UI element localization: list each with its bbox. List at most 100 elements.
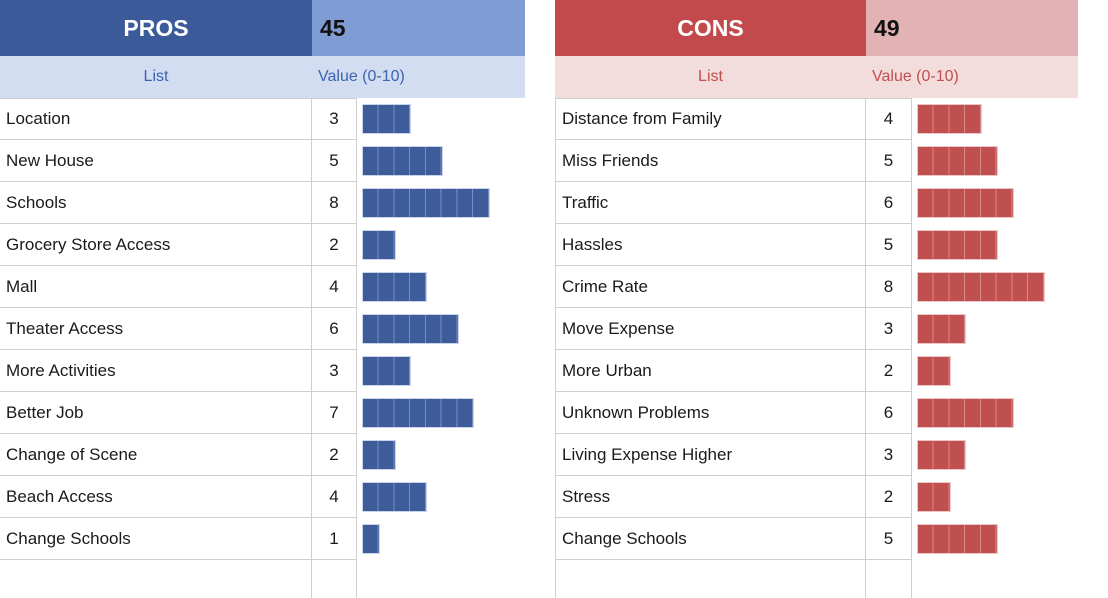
item-label-cell[interactable]: Unknown Problems [555,392,866,434]
item-label-cell[interactable]: Miss Friends [555,140,866,182]
item-label-cell[interactable]: Crime Rate [555,266,866,308]
bar-cell [357,182,525,224]
item-value-cell[interactable] [312,560,357,598]
table-row: Grocery Store Access 2 [0,224,525,266]
bar-cell [357,518,525,560]
item-value-cell[interactable]: 6 [312,308,357,350]
bar-cell [912,350,1078,392]
item-value-cell[interactable]: 2 [312,224,357,266]
value-bar [362,188,490,218]
table-row: Miss Friends 5 [555,140,1078,182]
value-bar [362,314,459,344]
item-label-cell[interactable]: More Urban [555,350,866,392]
item-label-cell[interactable]: Move Expense [555,308,866,350]
item-value-cell[interactable]: 3 [312,98,357,140]
bar-cell [912,224,1078,266]
bar-cell [357,266,525,308]
value-bar [362,104,412,134]
item-label-cell[interactable] [0,560,312,598]
bar-cell [912,434,1078,476]
item-label-cell[interactable]: Grocery Store Access [0,224,312,266]
value-bar [917,146,998,176]
item-label-cell[interactable]: Living Expense Higher [555,434,866,476]
table-row: Beach Access 4 [0,476,525,518]
bar-cell [912,98,1078,140]
value-bar [917,230,998,260]
bar-cell [912,140,1078,182]
item-value-cell[interactable]: 2 [312,434,357,476]
bar-cell [357,308,525,350]
table-row: Location 3 [0,98,525,140]
pros-rows: Location 3 New House 5 Schools 8 Grocery… [0,98,525,598]
item-label-cell[interactable]: New House [0,140,312,182]
value-bar [362,146,443,176]
table-row: Living Expense Higher 3 [555,434,1078,476]
item-value-cell[interactable]: 3 [312,350,357,392]
table-row: Better Job 7 [0,392,525,434]
cons-rows: Distance from Family 4 Miss Friends 5 Tr… [555,98,1078,598]
item-value-cell[interactable]: 3 [866,308,912,350]
cons-table: CONS 49 List Value (0-10) Distance from … [555,0,1078,598]
cons-banner: CONS 49 [555,0,1078,56]
cons-total-cell[interactable]: 49 [866,0,1078,56]
item-label-cell[interactable]: Change of Scene [0,434,312,476]
bar-cell [357,98,525,140]
item-value-cell[interactable]: 5 [312,140,357,182]
table-row: Crime Rate 8 [555,266,1078,308]
item-value-cell[interactable]: 5 [866,518,912,560]
item-value-cell[interactable]: 7 [312,392,357,434]
item-value-cell[interactable]: 3 [866,434,912,476]
item-value-cell[interactable]: 1 [312,518,357,560]
item-value-cell[interactable]: 5 [866,224,912,266]
item-label-cell[interactable]: Theater Access [0,308,312,350]
value-bar [362,524,380,554]
bar-cell [912,392,1078,434]
pros-banner: PROS 45 [0,0,525,56]
bar-cell [357,140,525,182]
item-value-cell[interactable]: 8 [312,182,357,224]
item-value-cell[interactable]: 6 [866,392,912,434]
value-bar [917,524,998,554]
item-value-cell[interactable]: 6 [866,182,912,224]
table-row: Mall 4 [0,266,525,308]
item-value-cell[interactable]: 4 [312,476,357,518]
item-label-cell[interactable]: Schools [0,182,312,224]
item-label-cell[interactable]: More Activities [0,350,312,392]
item-label-cell[interactable] [555,560,866,598]
bar-cell [357,350,525,392]
item-label-cell[interactable]: Hassles [555,224,866,266]
item-value-cell[interactable]: 2 [866,476,912,518]
item-label-cell[interactable]: Traffic [555,182,866,224]
item-value-cell[interactable] [866,560,912,598]
item-value-cell[interactable]: 2 [866,350,912,392]
item-value-cell[interactable]: 8 [866,266,912,308]
item-label-cell[interactable]: Mall [0,266,312,308]
value-bar [362,440,396,470]
value-bar [917,314,967,344]
pros-value-column-header: Value (0-10) [318,68,405,85]
value-bar [362,272,427,302]
bar-cell [357,476,525,518]
item-label-cell[interactable]: Change Schools [0,518,312,560]
item-value-cell[interactable]: 4 [866,98,912,140]
item-value-cell[interactable]: 4 [312,266,357,308]
pros-total-cell[interactable]: 45 [312,0,525,56]
table-row: Unknown Problems 6 [555,392,1078,434]
item-label-cell[interactable]: Location [0,98,312,140]
table-row: Traffic 6 [555,182,1078,224]
table-row: More Activities 3 [0,350,525,392]
table-row: Schools 8 [0,182,525,224]
item-label-cell[interactable]: Beach Access [0,476,312,518]
table-row: More Urban 2 [555,350,1078,392]
table-row: Move Expense 3 [555,308,1078,350]
item-label-cell[interactable]: Stress [555,476,866,518]
item-label-cell[interactable]: Better Job [0,392,312,434]
item-label-cell[interactable]: Distance from Family [555,98,866,140]
value-bar [917,272,1045,302]
item-label-cell[interactable]: Change Schools [555,518,866,560]
item-value-cell[interactable]: 5 [866,140,912,182]
bar-cell [357,434,525,476]
bar-cell [357,560,525,598]
bar-cell [912,182,1078,224]
